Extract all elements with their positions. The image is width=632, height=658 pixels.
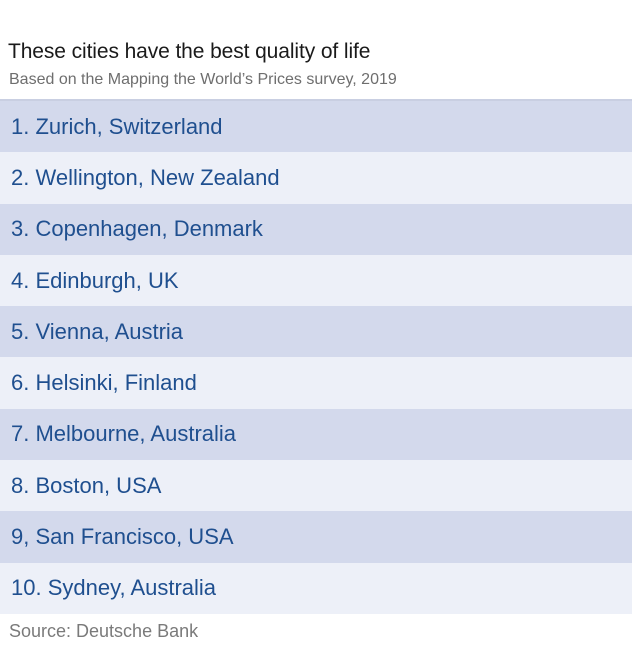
list-item-4: 4. Edinburgh, UK [0, 254, 632, 307]
list-item-1: 1. Zurich, Switzerland [0, 101, 632, 153]
list-item-7: 7. Melbourne, Australia [0, 408, 632, 461]
page-title: These cities have the best quality of li… [8, 40, 371, 63]
header-divider [0, 99, 632, 101]
page-subtitle: Based on the Mapping the World’s Prices … [9, 71, 397, 88]
list-item-10: 10. Sydney, Australia [0, 562, 632, 614]
chart-header: These cities have the best quality of li… [0, 0, 632, 100]
list-item-9: 9, San Francisco, USA [0, 511, 632, 563]
list-item-2: 2. Wellington, New Zealand [0, 152, 632, 204]
list-item-8: 8. Boston, USA [0, 460, 632, 512]
list-item-3: 3. Copenhagen, Denmark [0, 203, 632, 255]
list-item-6: 6. Helsinki, Finland [0, 357, 632, 409]
city-ranking-list: 1. Zurich, Switzerland 2. Wellington, Ne… [0, 101, 632, 614]
list-item-5: 5. Vienna, Austria [0, 306, 632, 358]
source-note: Source: Deutsche Bank [9, 621, 199, 641]
